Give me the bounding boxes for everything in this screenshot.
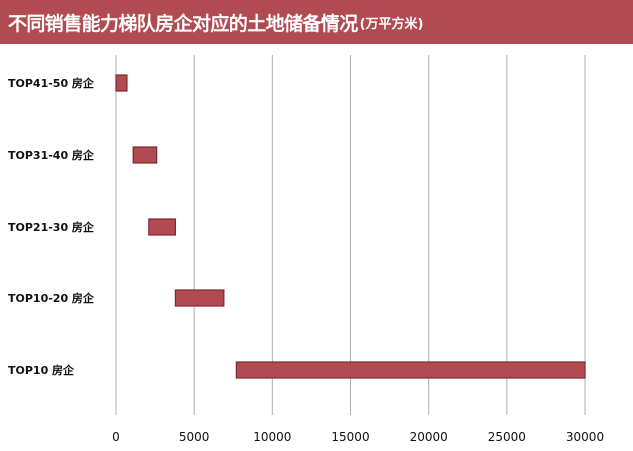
category-label: TOP41-50 房企 xyxy=(8,76,95,90)
x-tick-label: 10000 xyxy=(253,430,291,444)
chart-title: 不同销售能力梯队房企对应的土地储备情况 xyxy=(8,12,358,35)
x-tick-label: 15000 xyxy=(331,430,369,444)
category-label: TOP10-20 房企 xyxy=(8,291,95,305)
category-label: TOP10 房企 xyxy=(8,363,75,377)
x-tick-label: 30000 xyxy=(566,430,604,444)
chart-unit: (万平方米) xyxy=(359,16,424,32)
title-bar: 不同销售能力梯队房企对应的土地储备情况 (万平方米) xyxy=(0,0,633,44)
bar xyxy=(132,146,158,164)
bar xyxy=(174,289,225,307)
category-label: TOP31-40 房企 xyxy=(8,148,95,162)
bar xyxy=(148,218,177,236)
x-tick-label: 25000 xyxy=(488,430,526,444)
category-label: TOP21-30 房企 xyxy=(8,220,95,234)
bar xyxy=(115,74,128,92)
x-tick-label: 5000 xyxy=(179,430,210,444)
x-tick-label: 0 xyxy=(112,430,120,444)
x-tick-label: 20000 xyxy=(410,430,448,444)
bar xyxy=(235,361,586,379)
